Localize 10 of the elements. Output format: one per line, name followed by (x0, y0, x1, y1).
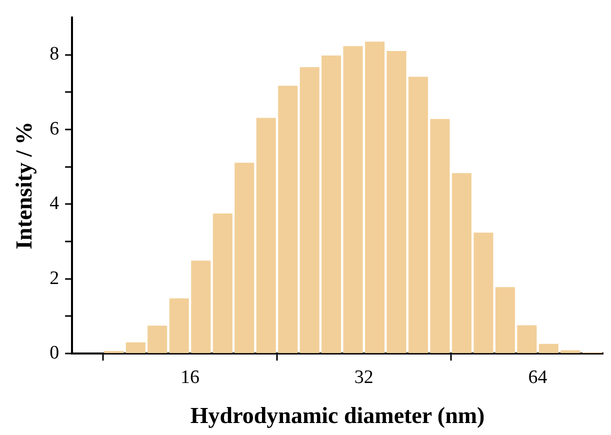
x-tick-label: 16 (180, 366, 200, 388)
y-tick-label: 8 (50, 44, 60, 65)
y-tick-label: 2 (50, 268, 60, 289)
y-tick-label: 4 (50, 193, 60, 214)
y-axis-title: Intensity / % (12, 122, 37, 250)
y-tick-label: 6 (50, 118, 60, 140)
y-tick-label: 0 (50, 342, 60, 364)
x-tick-label: 32 (354, 366, 374, 388)
x-axis-title: Hydrodynamic diameter (nm) (190, 403, 485, 428)
x-tick-label: 64 (528, 366, 548, 388)
